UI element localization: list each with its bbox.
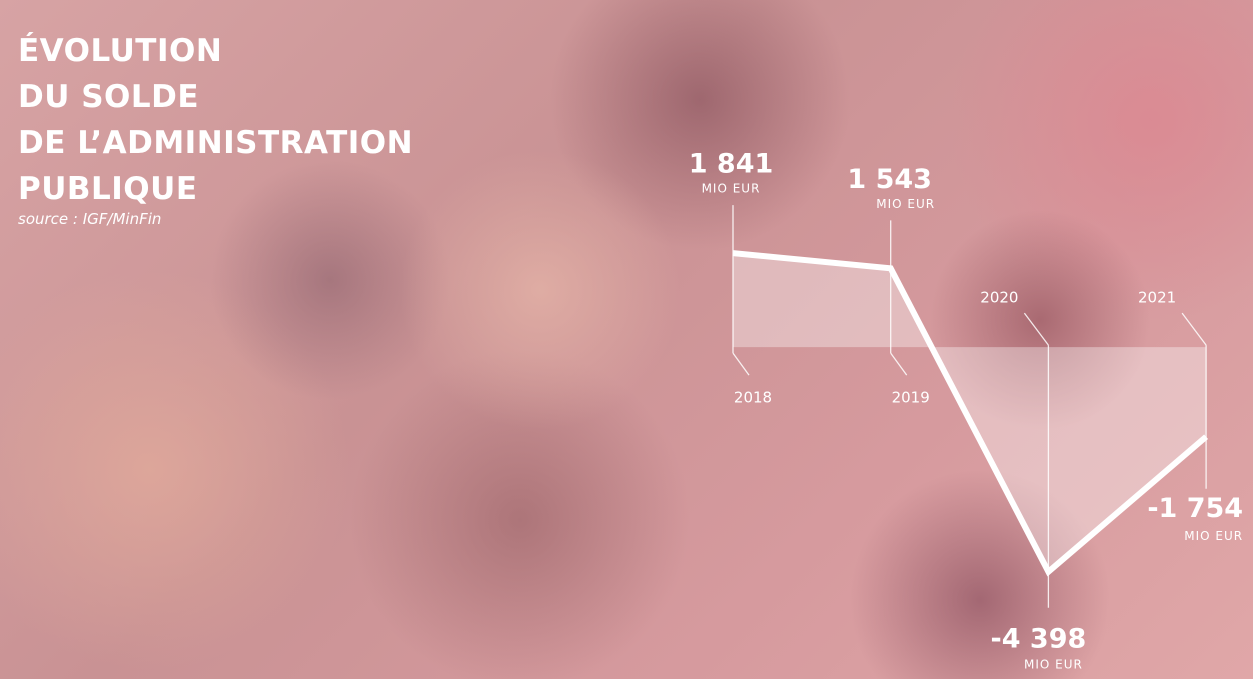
unit-label: MIO EUR (1024, 657, 1083, 671)
year-leader (1023, 312, 1049, 346)
data-label: -4 398 (991, 623, 1087, 654)
year-leader (1181, 312, 1207, 346)
source: source : IGF/MinFin (18, 210, 162, 228)
year-leader (890, 352, 908, 376)
unit-label: MIO EUR (1184, 529, 1243, 543)
chart-title: ÉVOLUTION DU SOLDE DE L’ADMINISTRATION P… (18, 33, 414, 207)
data-label: 1 543 (847, 164, 932, 195)
data-label: 1 841 (689, 149, 774, 180)
unit-label: MIO EUR (876, 197, 935, 211)
x-tick-label: 2020 (980, 289, 1018, 307)
year-leader (732, 352, 750, 376)
x-tick-label: 2019 (892, 389, 930, 407)
area (733, 253, 1207, 572)
x-tick-label: 2021 (1138, 289, 1176, 307)
line (732, 250, 1209, 577)
data-label: -1 754 (1147, 493, 1243, 524)
unit-label: MIO EUR (702, 182, 761, 196)
x-tick-label: 2018 (734, 389, 772, 407)
